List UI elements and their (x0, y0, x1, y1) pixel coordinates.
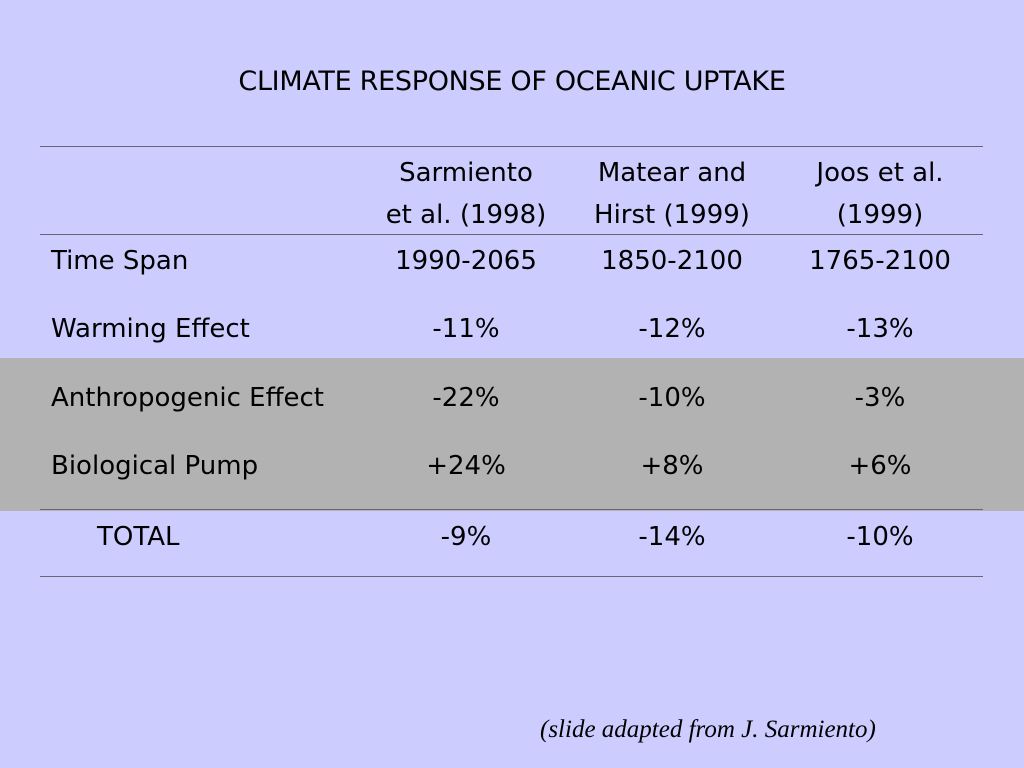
column-header-line1: Sarmiento (399, 158, 533, 188)
column-header-line2: Hirst (1999) (594, 200, 750, 230)
column-header-matear: Matear and Hirst (1999) (572, 152, 772, 236)
cell-time-span-sarmiento: 1990-2065 (395, 246, 537, 276)
row-label-warming-effect: Warming Effect (51, 314, 250, 344)
column-header-joos: Joos et al. (1999) (780, 152, 980, 236)
highlight-band (0, 358, 1024, 511)
column-header-line2: (1999) (836, 200, 924, 230)
cell-total-joos: -10% (846, 522, 914, 552)
cell-biological-joos: +6% (848, 451, 912, 481)
cell-time-span-joos: 1765-2100 (809, 246, 951, 276)
slide-credit: (slide adapted from J. Sarmiento) (540, 716, 876, 743)
cell-total-sarmiento: -9% (440, 522, 492, 552)
cell-anthropogenic-sarmiento: -22% (432, 383, 500, 413)
cell-anthropogenic-matear: -10% (638, 383, 706, 413)
cell-biological-sarmiento: +24% (426, 451, 506, 481)
cell-warming-joos: -13% (846, 314, 914, 344)
column-header-line2: et al. (1998) (385, 200, 547, 230)
row-label-total: TOTAL (97, 522, 180, 552)
column-header-sarmiento: Sarmiento et al. (1998) (366, 152, 566, 236)
cell-total-matear: -14% (638, 522, 706, 552)
total-top-rule (40, 509, 983, 510)
cell-time-span-matear: 1850-2100 (601, 246, 743, 276)
cell-biological-matear: +8% (640, 451, 704, 481)
column-header-line1: Joos et al. (816, 158, 944, 188)
row-label-anthropogenic-effect: Anthropogenic Effect (51, 383, 324, 413)
row-label-biological-pump: Biological Pump (51, 451, 259, 481)
column-header-line1: Matear and (597, 158, 747, 188)
cell-warming-matear: -12% (638, 314, 706, 344)
table-bottom-rule (40, 576, 983, 577)
slide-title: CLIMATE RESPONSE OF OCEANIC UPTAKE (238, 66, 786, 97)
cell-warming-sarmiento: -11% (432, 314, 500, 344)
cell-anthropogenic-joos: -3% (854, 383, 906, 413)
table-top-rule (40, 146, 983, 147)
row-label-time-span: Time Span (51, 246, 189, 276)
header-bottom-rule (40, 234, 983, 235)
